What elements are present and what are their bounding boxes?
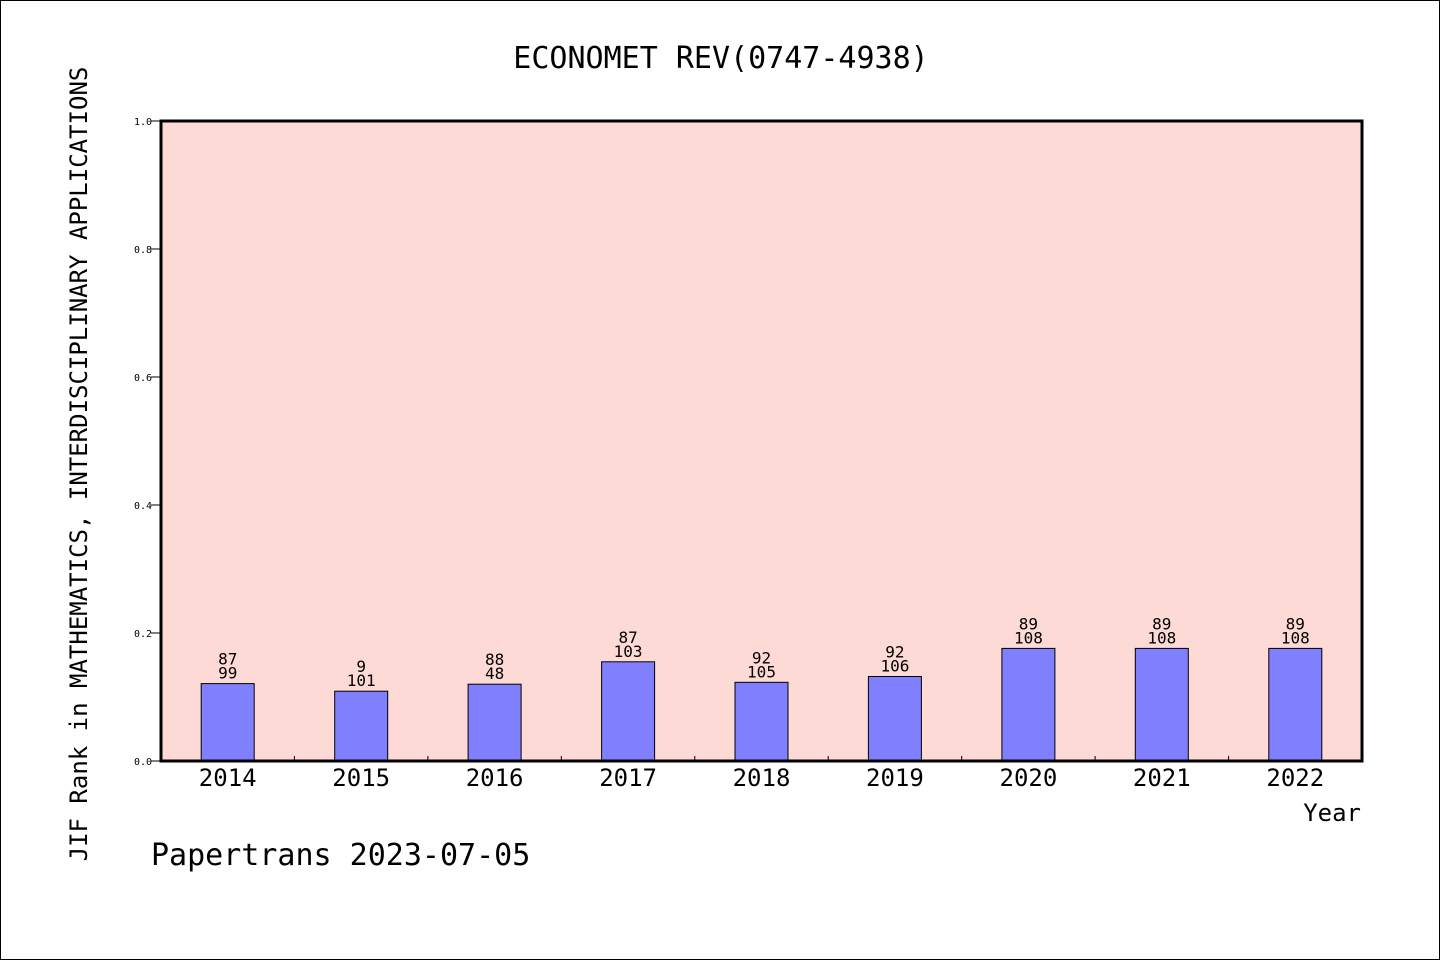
y-axis-label: JIF Rank in MATHEMATICS, INTERDISCIPLINA…	[65, 67, 93, 862]
total-label-2022: 108	[1281, 628, 1310, 647]
y-tick-label: 0.6	[134, 373, 152, 384]
y-tick-label: 0.2	[134, 629, 152, 640]
plot-border	[159, 119, 1364, 763]
bar-2014	[200, 683, 255, 762]
x-tick-label-2016: 2016	[466, 764, 524, 792]
rank-label-2018: 92	[752, 648, 771, 667]
x-axis-label: Year	[1303, 799, 1361, 827]
rank-label-2016: 88	[485, 650, 504, 669]
bar-2020	[1001, 647, 1056, 762]
rank-label-2019: 92	[885, 643, 904, 662]
y-tick-label: 0.0	[134, 757, 152, 768]
total-label-2017: 103	[614, 642, 643, 661]
rank-label-2021: 89	[1152, 614, 1171, 633]
x-ticks-group: 2014 2015 2016 2017 2018 2019 2020 2021 2022	[199, 756, 1324, 792]
rank-label-2014: 87	[218, 650, 237, 669]
rank-label-2020: 89	[1019, 614, 1038, 633]
total-label-2021: 108	[1147, 628, 1176, 647]
rank-label-2022: 89	[1286, 614, 1305, 633]
y-ticks-group: 0.0 0.2 0.4 0.6 0.8 1.0	[134, 117, 161, 768]
total-label-2020: 108	[1014, 628, 1043, 647]
bar-2019	[867, 676, 922, 762]
x-tick-label-2014: 2014	[199, 764, 257, 792]
bar-2022	[1268, 647, 1323, 762]
x-tick-label-2018: 2018	[733, 764, 791, 792]
total-label-2019: 106	[880, 657, 909, 676]
x-tick-label-2019: 2019	[866, 764, 924, 792]
y-tick-label: 0.4	[134, 501, 152, 512]
footer-credit: Papertrans 2023-07-05	[151, 838, 530, 873]
x-tick-label-2017: 2017	[599, 764, 657, 792]
bar-2017	[601, 661, 656, 762]
x-tick-label-2021: 2021	[1133, 764, 1191, 792]
chart-title: ECONOMET REV(0747-4938)	[513, 41, 928, 76]
x-tick-label-2015: 2015	[332, 764, 390, 792]
y-tick-label: 0.8	[134, 245, 152, 256]
total-label-2015: 101	[347, 671, 376, 690]
bar-2018	[734, 681, 789, 762]
y-tick-label: 1.0	[134, 117, 152, 128]
bar-2021	[1134, 647, 1189, 762]
bar-2016	[467, 683, 522, 762]
x-tick-label-2020: 2020	[1000, 764, 1058, 792]
total-label-2014: 99	[218, 664, 237, 683]
total-label-2018: 105	[747, 662, 776, 681]
x-tick-label-2022: 2022	[1266, 764, 1324, 792]
rank-label-2017: 87	[618, 628, 637, 647]
rank-label-2015: 9	[356, 657, 366, 676]
total-label-2016: 48	[485, 664, 504, 683]
bar-2015	[334, 690, 389, 762]
